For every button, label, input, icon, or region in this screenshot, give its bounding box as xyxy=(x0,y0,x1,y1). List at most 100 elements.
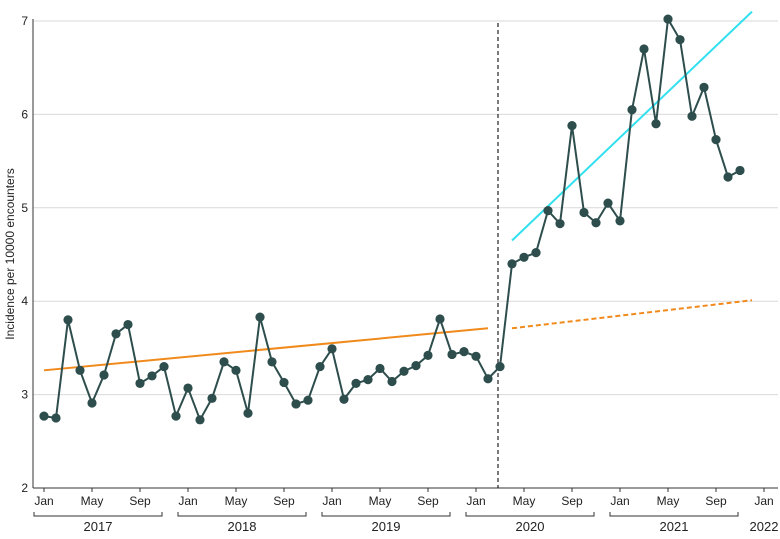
data-point xyxy=(303,395,313,405)
data-point xyxy=(243,408,253,418)
data-point xyxy=(279,377,289,388)
data-point xyxy=(471,351,481,361)
data-point xyxy=(255,312,265,322)
data-point xyxy=(183,383,193,393)
x-tick-label: May xyxy=(657,494,680,508)
y-tick-label: 2 xyxy=(21,481,28,495)
y-tick-label: 5 xyxy=(21,201,28,215)
data-point xyxy=(507,259,517,269)
data-point xyxy=(495,361,505,372)
data-point xyxy=(639,44,649,54)
data-point xyxy=(423,350,433,360)
data-point xyxy=(267,357,277,367)
year-label: 2018 xyxy=(228,519,257,534)
data-point xyxy=(435,314,445,324)
year-label: 2019 xyxy=(372,519,401,534)
x-tick-label: Jan xyxy=(34,494,53,508)
data-point xyxy=(603,198,613,208)
data-point xyxy=(699,82,709,92)
data-point xyxy=(663,14,673,24)
data-point xyxy=(591,218,601,228)
x-tick-label: Sep xyxy=(705,494,727,508)
x-tick-labels: Jan May Sep Jan May Sep Jan May Sep Jan May Sep Jan M… xyxy=(34,494,773,508)
x-tick-label: Jan xyxy=(466,494,485,508)
data-point xyxy=(399,366,409,376)
x-tick-label: Sep xyxy=(273,494,295,508)
y-axis-title: Incidence per 10000 encounters xyxy=(3,168,17,339)
axes xyxy=(32,19,778,492)
data-point xyxy=(51,413,61,423)
data-point xyxy=(87,398,97,408)
x-tick-label: Jan xyxy=(322,494,341,508)
year-bracket xyxy=(609,512,739,517)
data-point xyxy=(519,252,529,262)
data-point xyxy=(375,363,385,374)
data-point xyxy=(387,376,397,387)
data-point xyxy=(459,347,469,357)
x-tick-label: May xyxy=(81,494,104,508)
data-point xyxy=(291,399,301,409)
data-point xyxy=(543,206,553,216)
year-label: 2020 xyxy=(516,519,545,534)
data-point xyxy=(171,411,181,421)
data-point xyxy=(723,172,733,182)
x-tick-label: Jan xyxy=(610,494,629,508)
y-tick-label: 7 xyxy=(21,14,28,28)
data-point xyxy=(447,349,457,360)
x-tick-label: Sep xyxy=(417,494,439,508)
data-point xyxy=(123,319,133,330)
data-point xyxy=(63,315,73,325)
y-tick-label: 6 xyxy=(21,107,28,121)
data-point xyxy=(615,216,625,226)
x-tick-label: May xyxy=(369,494,392,508)
data-point xyxy=(207,393,217,403)
data-point xyxy=(339,394,349,404)
trend-post-line xyxy=(511,10,753,242)
data-point xyxy=(651,119,661,129)
data-point xyxy=(159,361,169,372)
x-tick-label: Jan xyxy=(178,494,197,508)
trend-lines xyxy=(43,10,753,372)
data-point xyxy=(531,248,541,258)
data-point xyxy=(315,361,325,372)
year-bracket xyxy=(321,512,451,517)
data-point xyxy=(111,329,121,339)
data-point xyxy=(75,365,85,375)
data-point xyxy=(99,370,109,380)
data-point xyxy=(675,35,685,45)
data-point xyxy=(483,374,493,384)
x-tick-label: Jan xyxy=(754,494,773,508)
data-point xyxy=(135,378,145,388)
data-point xyxy=(351,378,361,388)
trend-pre-line xyxy=(43,327,489,372)
data-point xyxy=(735,165,745,176)
data-point xyxy=(39,411,49,421)
year-label: 2017 xyxy=(84,519,113,534)
data-point xyxy=(687,111,697,121)
y-tick-labels: 2 3 4 5 6 7 xyxy=(21,14,28,495)
data-point xyxy=(147,371,157,381)
x-tick-label: Sep xyxy=(561,494,583,508)
data-point xyxy=(219,357,229,367)
year-bracket xyxy=(177,512,307,517)
year-bracket xyxy=(33,512,163,517)
trend-counterfactual-line xyxy=(511,299,753,330)
x-tick-label: Sep xyxy=(129,494,151,508)
x-tick-label: May xyxy=(513,494,536,508)
data-point xyxy=(411,361,421,371)
data-point xyxy=(195,415,205,425)
data-point xyxy=(327,344,337,354)
grid-lines xyxy=(33,20,778,489)
year-label: 2022 xyxy=(750,519,779,534)
data-point xyxy=(711,135,721,145)
data-point xyxy=(555,219,565,229)
year-label: 2021 xyxy=(660,519,689,534)
data-point xyxy=(567,121,577,131)
y-tick-label: 3 xyxy=(21,388,28,402)
year-brackets: 2017 2018 2019 2020 2021 2022 xyxy=(33,512,779,534)
data-point xyxy=(579,207,589,218)
data-point xyxy=(231,365,241,375)
x-tick-label: May xyxy=(225,494,248,508)
observed-series xyxy=(39,14,745,425)
